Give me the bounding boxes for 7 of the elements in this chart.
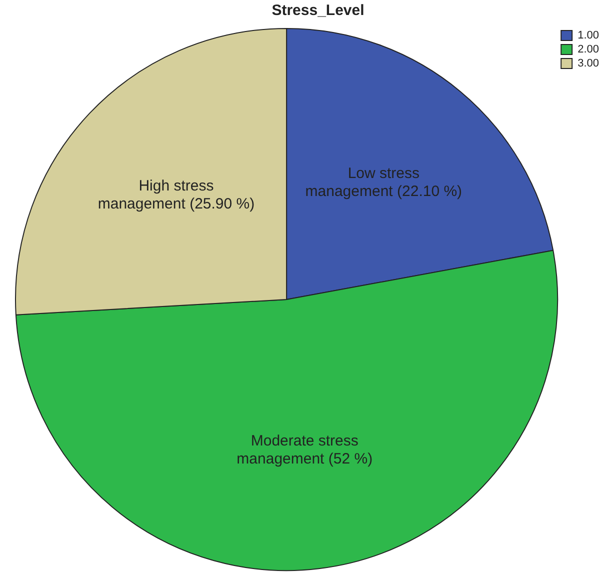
- legend-label: 3.00: [578, 58, 600, 70]
- data-label: High stress management (25.90 %): [98, 177, 255, 212]
- legend-label: 2.00: [578, 44, 600, 56]
- data-label: Moderate stress management (52 %): [236, 432, 373, 468]
- data-label: Low stress management (22.10 %): [305, 164, 462, 200]
- legend-label: 1.00: [578, 30, 600, 42]
- chart-title: Stress_Level: [270, 2, 366, 19]
